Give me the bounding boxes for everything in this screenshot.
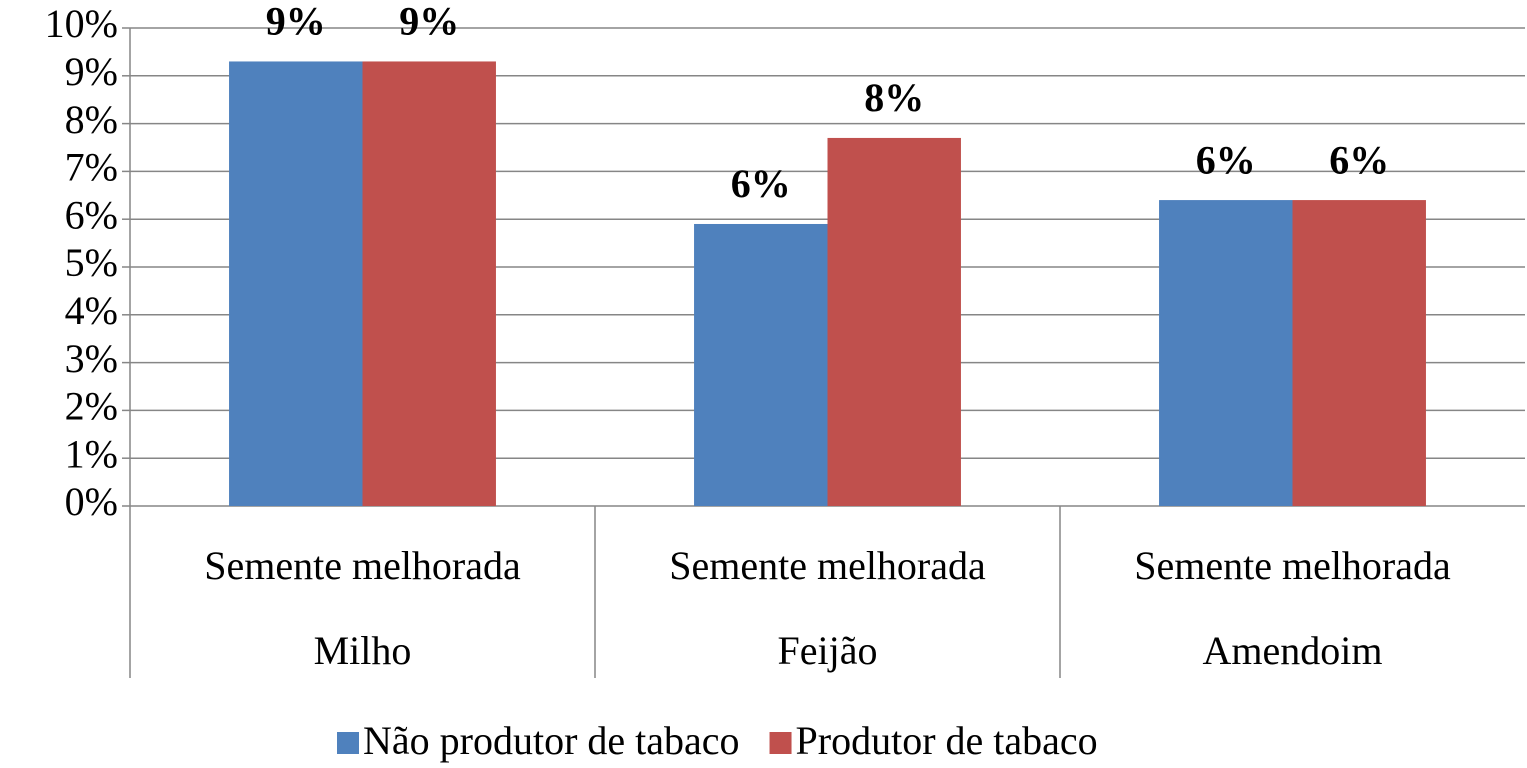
value-label: 6%: [1329, 137, 1389, 182]
x-group-label: Feijão: [778, 628, 878, 673]
x-tick-label: Semente melhorada: [204, 543, 521, 588]
legend-swatch: [769, 732, 792, 754]
y-tick-label: 3%: [65, 336, 118, 381]
y-tick-label: 8%: [65, 97, 118, 142]
y-tick-label: 6%: [65, 192, 118, 237]
y-tick-label: 7%: [65, 145, 118, 190]
value-label: 9%: [399, 0, 459, 44]
y-tick-label: 2%: [65, 384, 118, 429]
y-tick-label: 1%: [65, 431, 118, 476]
bar: [1159, 200, 1293, 506]
legend-label: Produtor de tabaco: [796, 718, 1098, 763]
y-tick-label: 4%: [65, 288, 118, 333]
x-group-label: Amendoim: [1203, 628, 1383, 673]
x-group-label: Milho: [314, 628, 412, 673]
y-tick-label: 5%: [65, 240, 118, 285]
bar: [1292, 200, 1426, 506]
legend-label: Não produtor de tabaco: [363, 718, 740, 763]
value-label: 8%: [864, 75, 924, 120]
y-tick-label: 10%: [45, 1, 118, 46]
bar: [362, 61, 496, 507]
bar: [827, 137, 961, 506]
bar: [694, 223, 828, 507]
legend-swatch: [337, 732, 359, 754]
y-tick-label: 0%: [65, 479, 118, 524]
bar: [229, 61, 363, 507]
x-tick-label: Semente melhorada: [1134, 543, 1451, 588]
value-label: 9%: [266, 0, 326, 44]
value-label: 6%: [731, 161, 791, 206]
y-tick-label: 9%: [65, 49, 118, 94]
x-tick-label: Semente melhorada: [669, 543, 986, 588]
value-label: 6%: [1196, 137, 1256, 182]
